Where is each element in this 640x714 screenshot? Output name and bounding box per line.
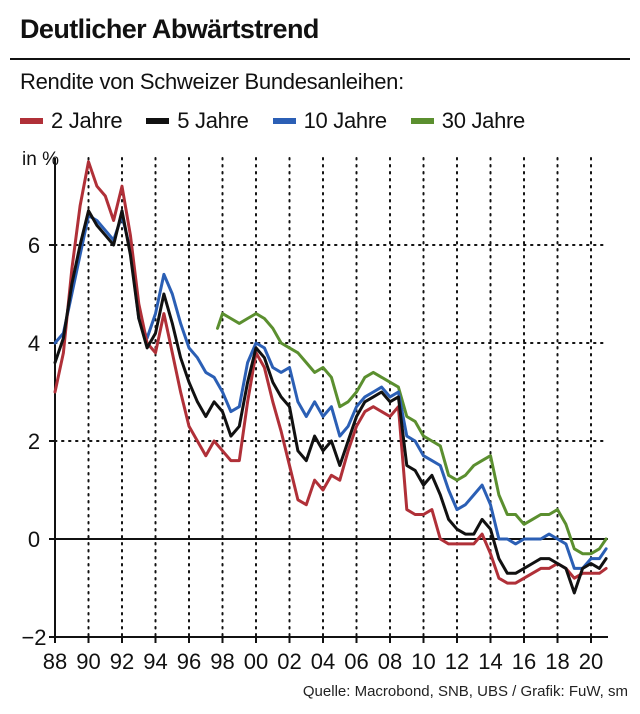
legend-swatch-30y [410, 118, 434, 124]
legend-swatch-10y [272, 118, 296, 124]
legend-item-5y: 5 Jahre [146, 108, 249, 134]
y-tick-label: 2 [28, 429, 40, 454]
legend-item-2y: 2 Jahre [20, 108, 123, 134]
x-tick-label: 94 [143, 649, 167, 674]
series-line-2y [53, 160, 608, 585]
y-tick-label: 4 [28, 331, 40, 356]
x-tick-label: 16 [512, 649, 536, 674]
y-unit-label: in % [22, 149, 59, 170]
title-rule [10, 58, 630, 60]
x-tick-label: 90 [76, 649, 100, 674]
legend: 2 Jahre 5 Jahre 10 Jahre 30 Jahre [20, 108, 549, 134]
legend-swatch-5y [146, 118, 170, 124]
source-note: Quelle: Macrobond, SNB, UBS / Grafik: Fu… [302, 683, 628, 700]
x-tick-label: 12 [445, 649, 469, 674]
x-tick-label: 20 [579, 649, 603, 674]
x-tick-label: 02 [277, 649, 301, 674]
legend-swatch-2y [20, 118, 43, 124]
chart-title: Deutlicher Abwärtstrend [20, 14, 319, 44]
x-tick-label: 14 [478, 649, 502, 674]
x-tick-label: 18 [545, 649, 569, 674]
x-tick-label: 04 [311, 649, 335, 674]
x-tick-label: 98 [210, 649, 234, 674]
x-tick-label: 06 [344, 649, 368, 674]
x-tick-label: 92 [110, 649, 134, 674]
y-tick-label: 0 [28, 527, 40, 552]
legend-item-30y: 30 Jahre [410, 108, 526, 134]
x-tick-label: 00 [244, 649, 268, 674]
legend-label-30y: 30 Jahre [441, 108, 526, 133]
legend-label-2y: 2 Jahre [51, 108, 123, 133]
legend-label-5y: 5 Jahre [177, 108, 249, 133]
x-tick-label: 08 [378, 649, 402, 674]
x-tick-label: 88 [43, 649, 67, 674]
y-tick-label: −2 [21, 625, 46, 650]
legend-item-10y: 10 Jahre [272, 108, 388, 134]
y-tick-label: 6 [28, 233, 40, 258]
x-tick-label: 96 [177, 649, 201, 674]
series-line-30y [216, 312, 608, 556]
chart-subtitle: Rendite von Schweizer Bundesanleihen: [20, 69, 404, 94]
legend-label-10y: 10 Jahre [303, 108, 388, 133]
x-tick-label: 10 [411, 649, 435, 674]
series-line-5y [53, 209, 608, 595]
